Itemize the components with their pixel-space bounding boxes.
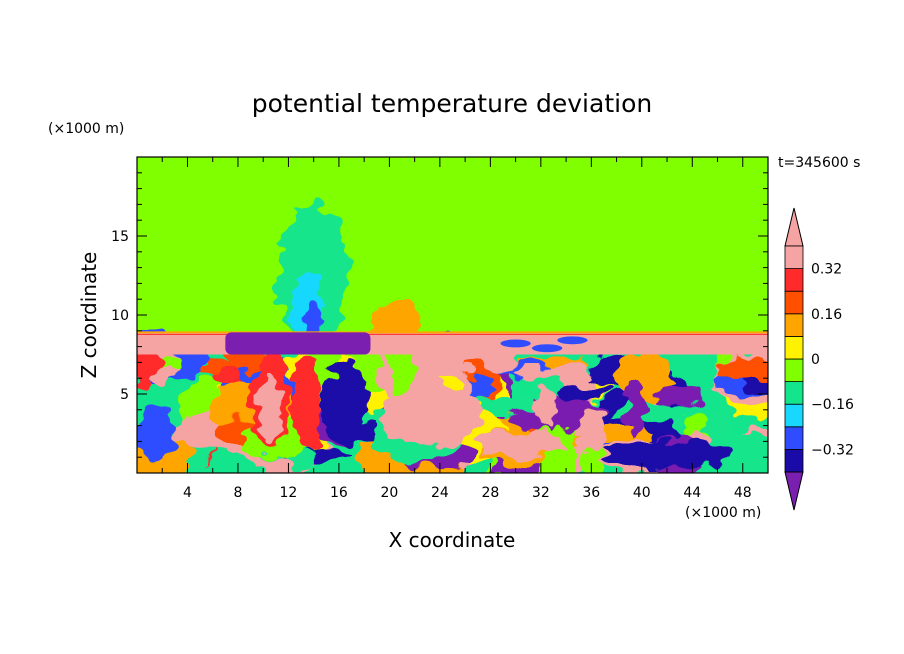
x-tick-label: 20	[380, 485, 398, 501]
contour-fill	[137, 172, 768, 473]
plot-area	[137, 157, 768, 473]
band-disturbance	[500, 339, 531, 348]
y-axis: 5 10 15	[111, 172, 768, 458]
turbulent-eddy	[613, 351, 671, 402]
turbulent-eddy	[258, 375, 281, 445]
x-tick-label: 48	[734, 485, 752, 501]
y-unit-label: (×1000 m)	[48, 121, 124, 137]
turbulent-eddy	[718, 357, 768, 379]
y-tick-label: 15	[111, 229, 129, 245]
band-disturbance	[532, 344, 563, 353]
colorbar-bin	[784, 268, 804, 292]
turbulent-eddy	[533, 388, 557, 430]
x-tick-label: 12	[280, 485, 298, 501]
x-unit-label: (×1000 m)	[685, 505, 761, 521]
colorbar-bin	[784, 426, 804, 450]
contour-region	[477, 258, 630, 341]
turbulent-eddy	[516, 365, 597, 380]
contour-region	[304, 299, 323, 338]
x-tick-label: 36	[582, 485, 600, 501]
x-tick-label: 8	[233, 485, 242, 501]
colorbar-label: −0.32	[811, 442, 854, 458]
turbulent-eddy	[322, 360, 368, 443]
contour-region	[683, 308, 739, 334]
colorbar-label: −0.16	[811, 397, 854, 413]
y-axis-label: Z coordinate	[77, 252, 101, 379]
x-axis-label: X coordinate	[389, 528, 516, 552]
colorbar-bin	[784, 290, 804, 315]
y-tick-label: 10	[111, 308, 129, 324]
colorbar-bin	[784, 403, 804, 428]
turbulent-eddy	[603, 441, 731, 467]
colorbar-bin	[784, 381, 804, 405]
turbulent-eddy	[292, 354, 323, 450]
turbulent-eddy	[387, 344, 415, 397]
x-axis: 4 8 12 16 20 24 28 32 36 40 44 48	[161, 157, 752, 501]
turbulent-eddy	[659, 385, 702, 406]
turbulent-eddy	[578, 408, 609, 456]
colorbar-bin	[784, 313, 804, 337]
colorbar-extend-bottom	[784, 471, 804, 511]
colorbar-label: 0.16	[811, 307, 842, 323]
colorbar-bin	[784, 358, 804, 383]
x-tick-label: 4	[183, 485, 192, 501]
turbulent-eddy	[137, 405, 177, 462]
colorbar: 0.32 0.16 0 −0.16 −0.32	[784, 207, 854, 511]
turbulent-eddy	[709, 431, 768, 473]
turbulent-eddy	[381, 384, 482, 446]
contour-region	[370, 300, 421, 339]
x-tick-label: 40	[633, 485, 651, 501]
x-tick-label: 16	[330, 485, 348, 501]
x-tick-label: 28	[481, 485, 499, 501]
x-tick-label: 32	[532, 485, 550, 501]
colorbar-label: 0	[811, 352, 820, 368]
band-disturbance	[557, 336, 588, 345]
turbulent-eddy	[624, 381, 646, 437]
colorbar-bin	[784, 448, 804, 473]
chart-title: potential temperature deviation	[252, 89, 652, 118]
colorbar-extend-top	[784, 207, 804, 247]
colorbar-bin	[784, 245, 804, 270]
x-tick-label: 24	[431, 485, 449, 501]
x-tick-label: 44	[683, 485, 701, 501]
colorbar-label: 0.32	[811, 262, 842, 278]
time-label: t=345600 s	[778, 155, 860, 171]
turbulent-eddy	[210, 368, 244, 382]
turbulent-eddy	[472, 396, 547, 414]
turbulent-eddy	[554, 385, 609, 400]
colorbar-bin	[784, 335, 804, 360]
turbulent-eddy	[478, 431, 568, 459]
contour-region	[137, 204, 226, 284]
y-tick-label: 5	[120, 387, 129, 403]
cold-slab	[225, 332, 371, 355]
